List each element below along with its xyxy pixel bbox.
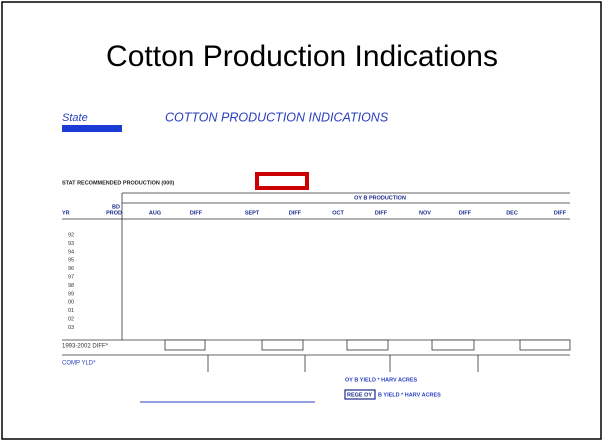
year-label: 02: [68, 316, 74, 322]
stat-input[interactable]: [255, 172, 309, 190]
diff-boxes: [164, 339, 571, 351]
year-label: 01: [68, 308, 74, 314]
year-label: 03: [68, 325, 74, 331]
yr-header: YR: [62, 210, 70, 216]
section-label: OY B PRODUCTION: [354, 195, 406, 201]
year-label: 93: [68, 241, 74, 247]
column-header: SEPT: [245, 210, 260, 216]
column-header: OCT: [332, 210, 344, 216]
column-header: DIFF: [289, 210, 302, 216]
column-header: AUG: [149, 210, 161, 216]
year-label: 94: [68, 249, 74, 255]
column-header: DIFF: [375, 210, 388, 216]
rege-box[interactable]: [344, 389, 376, 400]
column-header: DEC: [506, 210, 518, 216]
table-lines: [62, 192, 570, 372]
year-label: 96: [68, 266, 74, 272]
column-header: DIFF: [459, 210, 472, 216]
rege-label: REGE OY: [347, 392, 372, 398]
year-label: 98: [68, 283, 74, 289]
slide-title: Cotton Production Indications: [106, 40, 498, 73]
form-title: COTTON PRODUCTION INDICATIONS: [165, 110, 389, 124]
bd-header: BD: [112, 204, 120, 210]
year-label: 99: [68, 291, 74, 297]
column-header: DIFF: [554, 210, 567, 216]
prod-header: PROD: [106, 210, 122, 216]
year-label: 92: [68, 232, 74, 238]
stat-label: STAT RECOMMENDED PRODUCTION (000): [62, 180, 174, 186]
column-header: NOV: [419, 210, 431, 216]
formula-2: B YIELD * HARV ACRES: [378, 392, 441, 398]
column-header: DIFF: [190, 210, 203, 216]
comp-label: COMP YLD*: [62, 361, 96, 367]
diff-label: 1993-2002 DIFF*: [62, 344, 109, 350]
year-label: 95: [68, 258, 74, 264]
formula-1: OY B YIELD * HARV ACRES: [345, 377, 418, 383]
state-label: State: [62, 112, 88, 124]
year-label: 00: [68, 300, 74, 306]
state-bar: [62, 125, 122, 132]
year-label: 97: [68, 274, 74, 280]
